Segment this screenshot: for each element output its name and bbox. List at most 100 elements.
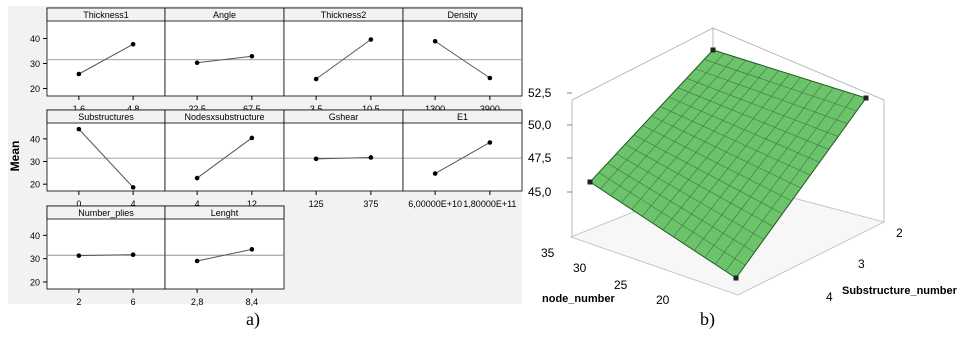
mesh-line: [704, 87, 834, 258]
data-point: [76, 253, 82, 258]
back-wall-right: [712, 27, 885, 222]
mesh-line: [651, 115, 802, 189]
effect-line: [78, 43, 134, 75]
x-tick-label: 2,8: [191, 297, 204, 307]
panel-frame: [46, 7, 166, 97]
data-point: [194, 175, 200, 181]
panel-frame: [164, 205, 285, 290]
panel-title: Substructures: [78, 112, 134, 122]
surface-mesh: [587, 47, 869, 281]
panel-frame: [46, 109, 166, 192]
panel-title: Gshear: [329, 112, 359, 122]
data-point: [313, 156, 319, 162]
panel-number-plies: Number_plies 2 6: [46, 205, 166, 307]
mesh-line: [677, 87, 829, 150]
z-tick-label: 50,0: [528, 118, 552, 132]
data-point: [432, 38, 438, 44]
x-tick-label: 35: [541, 246, 555, 260]
x-tick-label: 20: [656, 293, 670, 307]
mesh-line: [714, 90, 845, 265]
data-point: [432, 171, 438, 176]
y-tick-label: 20: [30, 180, 40, 190]
panel-strip: [402, 109, 523, 124]
substructure-number-axis-label: Substructure_number: [842, 285, 958, 297]
data-point: [76, 71, 82, 77]
x-tick-label: 375: [363, 199, 378, 209]
y-tick-label: 20: [30, 84, 40, 94]
data-point: [249, 53, 255, 59]
data-point: [368, 155, 374, 160]
x-tick-label: 4: [195, 199, 200, 209]
mesh-line: [694, 84, 823, 251]
data-point: [249, 135, 255, 141]
data-point: [313, 76, 319, 82]
data-point: [130, 185, 136, 190]
corner-marker: [733, 275, 739, 281]
x-tick-label: 2: [76, 297, 81, 307]
data-point: [130, 252, 136, 257]
panel-title: Nodesxsubstructure: [184, 112, 264, 122]
panel-frame: [402, 7, 523, 97]
panel-substructures: Substructures 0 4: [46, 109, 166, 209]
caption-a: a): [246, 309, 260, 329]
x-tick-label: 30: [573, 261, 587, 275]
panel-strip: [164, 205, 285, 220]
panel-angle: Angle 22,5 67,5: [164, 7, 285, 114]
x-tick-label: 0: [76, 199, 81, 209]
data-point: [194, 258, 200, 264]
mesh-line: [704, 59, 857, 112]
effect-line: [78, 254, 134, 257]
x-tick-label: 3900: [480, 104, 500, 114]
x-tick-label: 3,5: [310, 104, 323, 114]
mesh-line: [683, 80, 812, 244]
surface-ticks: 45,0 47,5 50,0 52,5 35 30 25 20 2 3 4: [528, 86, 903, 307]
panel-strip: [402, 7, 523, 22]
y-tick-label: 4: [826, 290, 833, 304]
mesh-line: [673, 77, 801, 238]
y-axis-title: Mean: [8, 141, 22, 172]
z-tick-label: 47,5: [528, 151, 552, 165]
y-tick-label: 30: [30, 254, 40, 264]
y-tick-label: 3: [858, 257, 865, 271]
x-tick-label: 6,00000E+10: [408, 199, 462, 209]
panel-gshear: Gshear 125 375: [283, 109, 404, 209]
x-tick-label: 6: [131, 297, 136, 307]
mesh-line: [695, 68, 848, 124]
effect-line: [434, 142, 491, 174]
panel-frame: [402, 109, 523, 192]
panel-title: Number_plies: [78, 208, 134, 218]
y-tick-label: 2: [896, 226, 903, 240]
corner-marker: [863, 95, 869, 101]
panel-nodesxsubstructure: Nodesxsubstructure 4 12: [164, 109, 285, 209]
corner-marker: [710, 47, 716, 53]
caption-b: b): [700, 309, 715, 329]
data-point: [487, 140, 493, 145]
z-tick-label: 45,0: [528, 185, 552, 199]
panel-e1: E1 6,00000E+10 1,80000E+11: [402, 109, 523, 209]
x-tick-label: 8,4: [246, 297, 259, 307]
panel-lenght: Lenght 2,8 8,4: [164, 205, 285, 307]
x-tick-label: 12: [247, 199, 257, 209]
panel-title: E1: [457, 112, 468, 122]
panel-density: Density 1300 3900: [402, 7, 523, 114]
x-tick-label: 1,6: [73, 104, 86, 114]
y-tick-label: 30: [30, 157, 40, 167]
data-point: [487, 75, 493, 81]
x-tick-label: 4,8: [127, 104, 140, 114]
effect-line: [197, 55, 252, 64]
panel-frame: [164, 7, 285, 97]
corner-marker: [587, 179, 593, 185]
x-tick-label: 1,80000E+11: [463, 199, 516, 209]
panel-frame: [46, 205, 166, 290]
x-tick-label: 22,5: [188, 104, 206, 114]
data-point: [130, 41, 136, 47]
effect-line: [197, 248, 252, 262]
mesh-line: [725, 94, 856, 272]
effect-line: [434, 40, 491, 79]
data-point: [368, 37, 374, 42]
data-point: [249, 247, 255, 252]
panel-title: Angle: [213, 10, 236, 20]
